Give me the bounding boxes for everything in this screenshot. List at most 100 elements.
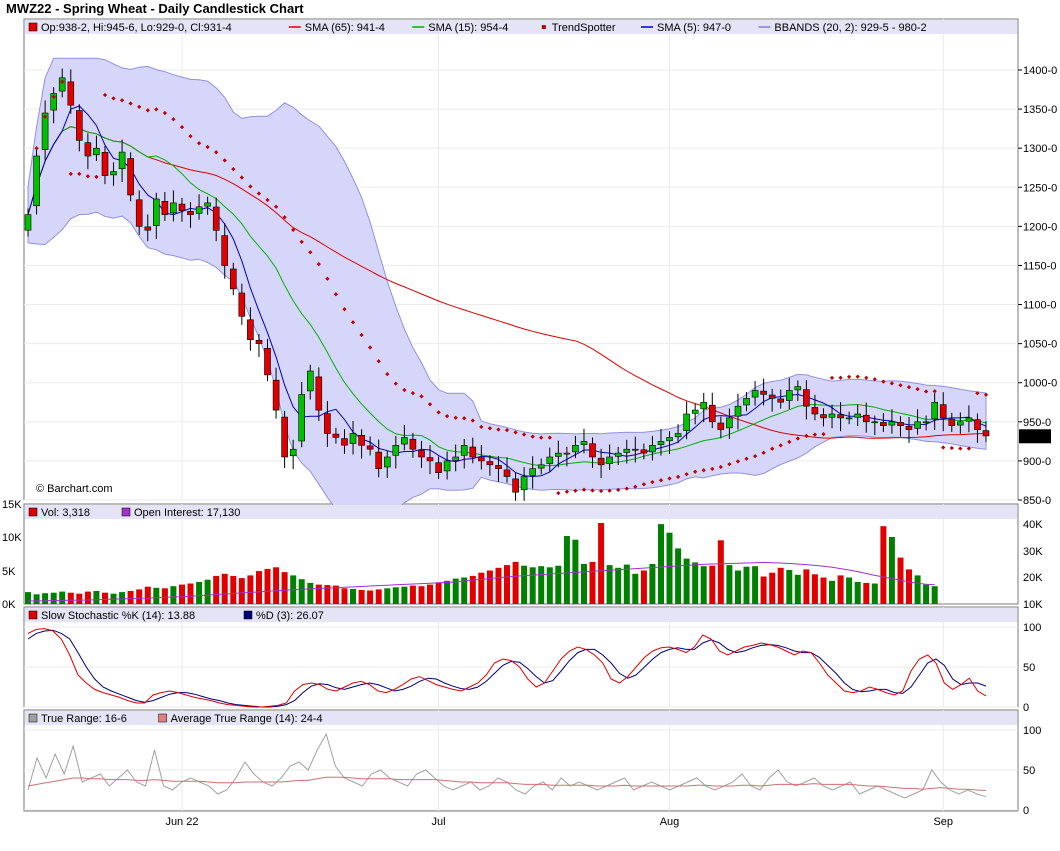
trendspotter-dot <box>222 158 227 163</box>
volume-right-label: 10K <box>1023 599 1043 611</box>
volume-bar <box>666 532 673 604</box>
stoch-legend-bar <box>25 608 1017 622</box>
trendspotter-dot <box>693 469 698 474</box>
volume-bar <box>683 558 690 604</box>
candle <box>324 413 331 434</box>
volume-legend-bar <box>25 505 1017 519</box>
date-label: Jun 22 <box>165 816 198 828</box>
candle <box>743 398 750 406</box>
trendspotter-dot <box>128 101 133 106</box>
candle <box>230 268 237 290</box>
volume-bar <box>752 566 759 604</box>
volume-bar <box>418 586 425 604</box>
candle <box>614 452 622 457</box>
price-legend-swatch <box>541 25 546 29</box>
candle <box>691 409 699 414</box>
trendspotter-dot <box>214 150 219 155</box>
price-legend-text: SMA (15): 954-4 <box>428 22 508 34</box>
price-legend-swatch <box>28 22 38 32</box>
candle <box>529 468 537 476</box>
candle <box>58 77 66 92</box>
date-label: Jul <box>432 816 446 828</box>
candle <box>623 448 631 453</box>
volume-bar <box>529 567 536 604</box>
tr-legend-bar <box>25 711 1017 725</box>
candle <box>435 462 442 474</box>
trendspotter-dot <box>111 96 116 101</box>
candle <box>939 404 947 419</box>
atr-line <box>27 776 987 791</box>
price-legend-text: Op:938-2, Hi:945-6, Lo:929-0, Cl:931-4 <box>41 22 232 34</box>
candle <box>24 214 32 231</box>
last-price-box <box>1019 429 1051 444</box>
candle <box>144 226 152 231</box>
trendspotter-dot <box>248 184 253 189</box>
volume-bar <box>144 586 151 604</box>
volume-bar <box>888 537 895 604</box>
trendspotter-dot <box>898 383 903 388</box>
candle <box>392 444 400 456</box>
trendspotter-dot <box>872 377 877 382</box>
trendspotter-dot <box>376 359 381 364</box>
candle <box>683 413 690 431</box>
candle <box>93 147 100 156</box>
trendspotter-dot <box>539 435 544 440</box>
volume-legend-text: Vol: 3,318 <box>41 507 90 519</box>
trendspotter-dot <box>291 227 296 233</box>
trendspotter-dot <box>633 484 638 489</box>
volume-bar <box>837 575 844 604</box>
volume-bar <box>846 577 853 604</box>
volume-bar <box>187 583 194 604</box>
price-tick-label: 1250-0 <box>1023 182 1057 194</box>
candle <box>401 437 408 445</box>
price-tick-label: 950-0 <box>1023 417 1051 429</box>
trendspotter-dot <box>342 307 347 312</box>
volume-bar <box>469 575 476 604</box>
candle <box>67 81 75 106</box>
price-tick-label: 1100-0 <box>1023 300 1056 312</box>
candle <box>332 433 340 438</box>
candle <box>948 418 956 427</box>
candle <box>281 416 288 458</box>
trendspotter-dot <box>196 141 202 146</box>
volume-bar <box>76 593 83 604</box>
trendspotter-dot <box>308 250 313 255</box>
trendspotter-dot <box>265 197 270 203</box>
candle <box>486 461 494 466</box>
watermark: © Barchart.com <box>36 483 113 495</box>
candle <box>862 414 870 423</box>
trendspotter-dot <box>958 446 963 451</box>
stoch-legend-swatch <box>28 610 38 620</box>
candle <box>195 206 203 214</box>
trendspotter-dot <box>616 487 621 493</box>
trendspotter-dot <box>359 332 364 338</box>
price-tick-label: 1000-0 <box>1023 378 1057 390</box>
candle <box>845 417 853 420</box>
volume-bar <box>324 585 331 604</box>
tr-tick-label: 50 <box>1023 765 1035 777</box>
price-tick-label: 1400-0 <box>1023 65 1057 77</box>
trendspotter-dot <box>778 443 783 448</box>
volume-bar <box>281 572 288 604</box>
trendspotter-dot <box>410 390 416 396</box>
candle <box>597 457 605 466</box>
trendspotter-dot <box>607 488 612 493</box>
trendspotter-dot <box>60 79 65 84</box>
candle <box>931 401 939 420</box>
trendspotter-dot <box>795 436 800 441</box>
volume-bar <box>452 578 459 604</box>
candle <box>110 171 117 176</box>
trendspotter-dot <box>975 391 980 396</box>
stoch-tick-label: 50 <box>1023 662 1035 674</box>
trendspotter-dot <box>838 375 843 380</box>
trendspotter-dot <box>444 413 450 419</box>
candle <box>426 457 434 462</box>
trendspotter-dot <box>513 430 518 435</box>
volume-bar <box>700 566 707 604</box>
candle <box>366 445 374 450</box>
volume-bar <box>392 587 399 604</box>
candle <box>640 449 648 454</box>
tr-legend-text: Average True Range (14): 24-4 <box>171 713 323 725</box>
volume-bar <box>350 588 356 604</box>
